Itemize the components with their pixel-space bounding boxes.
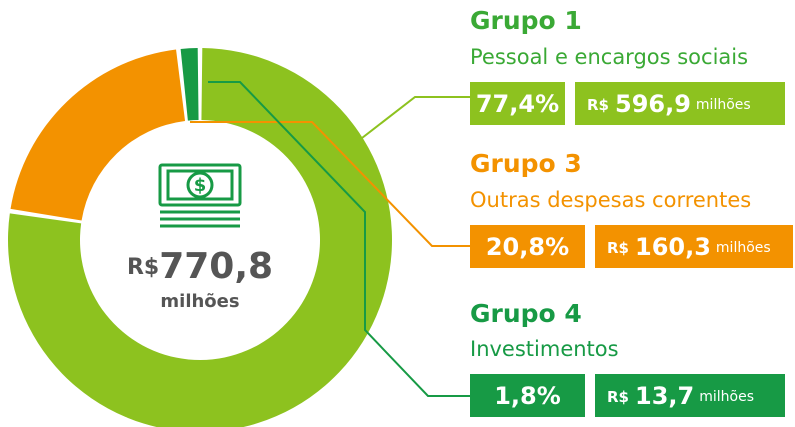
amount: R$ 13,7 milhões bbox=[607, 382, 754, 410]
group-title: Grupo 4 bbox=[470, 299, 582, 328]
total-unit: milhões bbox=[160, 291, 239, 312]
leader-line bbox=[190, 121, 470, 247]
amount: R$ 160,3 milhões bbox=[607, 233, 771, 261]
amount: R$ 596,9 milhões bbox=[587, 90, 751, 118]
percent-box bbox=[470, 82, 565, 125]
currency: R$ bbox=[607, 388, 629, 406]
currency: R$ bbox=[607, 239, 629, 257]
percent-label: 20,8% bbox=[486, 233, 569, 261]
svg-text:$: $ bbox=[194, 175, 207, 196]
percent-label: 1,8% bbox=[494, 382, 561, 410]
amount-box bbox=[595, 374, 785, 417]
legend: Grupo 1 Pessoal e encargos sociais 77,4% R$… bbox=[470, 6, 793, 417]
slice bbox=[180, 48, 199, 121]
amount-value: 13,7 bbox=[635, 382, 694, 410]
amount-value: 596,9 bbox=[615, 90, 691, 118]
percent-box bbox=[470, 225, 585, 268]
currency: R$ bbox=[127, 255, 159, 280]
donut bbox=[8, 48, 392, 427]
money-icon: $ bbox=[158, 163, 242, 228]
total-value: 770,8 bbox=[159, 246, 273, 287]
unit: milhões bbox=[699, 389, 754, 405]
group-title: Grupo 1 bbox=[470, 6, 582, 35]
slice bbox=[10, 49, 186, 221]
leader-line bbox=[361, 96, 470, 139]
total: R$770,8 bbox=[127, 246, 273, 287]
group-description: Pessoal e encargos sociais bbox=[470, 45, 748, 69]
amount-box bbox=[575, 82, 785, 125]
leader-line bbox=[208, 81, 470, 397]
slice bbox=[8, 48, 392, 427]
currency: R$ bbox=[587, 96, 609, 114]
unit: milhões bbox=[716, 240, 771, 256]
group-description: Investimentos bbox=[470, 337, 619, 361]
percent-label: 77,4% bbox=[476, 90, 559, 118]
amount-value: 160,3 bbox=[635, 233, 711, 261]
group-title: Grupo 3 bbox=[470, 149, 582, 178]
percent-box bbox=[470, 374, 585, 417]
amount-box bbox=[595, 225, 793, 268]
group-description: Outras despesas correntes bbox=[470, 188, 751, 212]
unit: milhões bbox=[696, 97, 751, 113]
